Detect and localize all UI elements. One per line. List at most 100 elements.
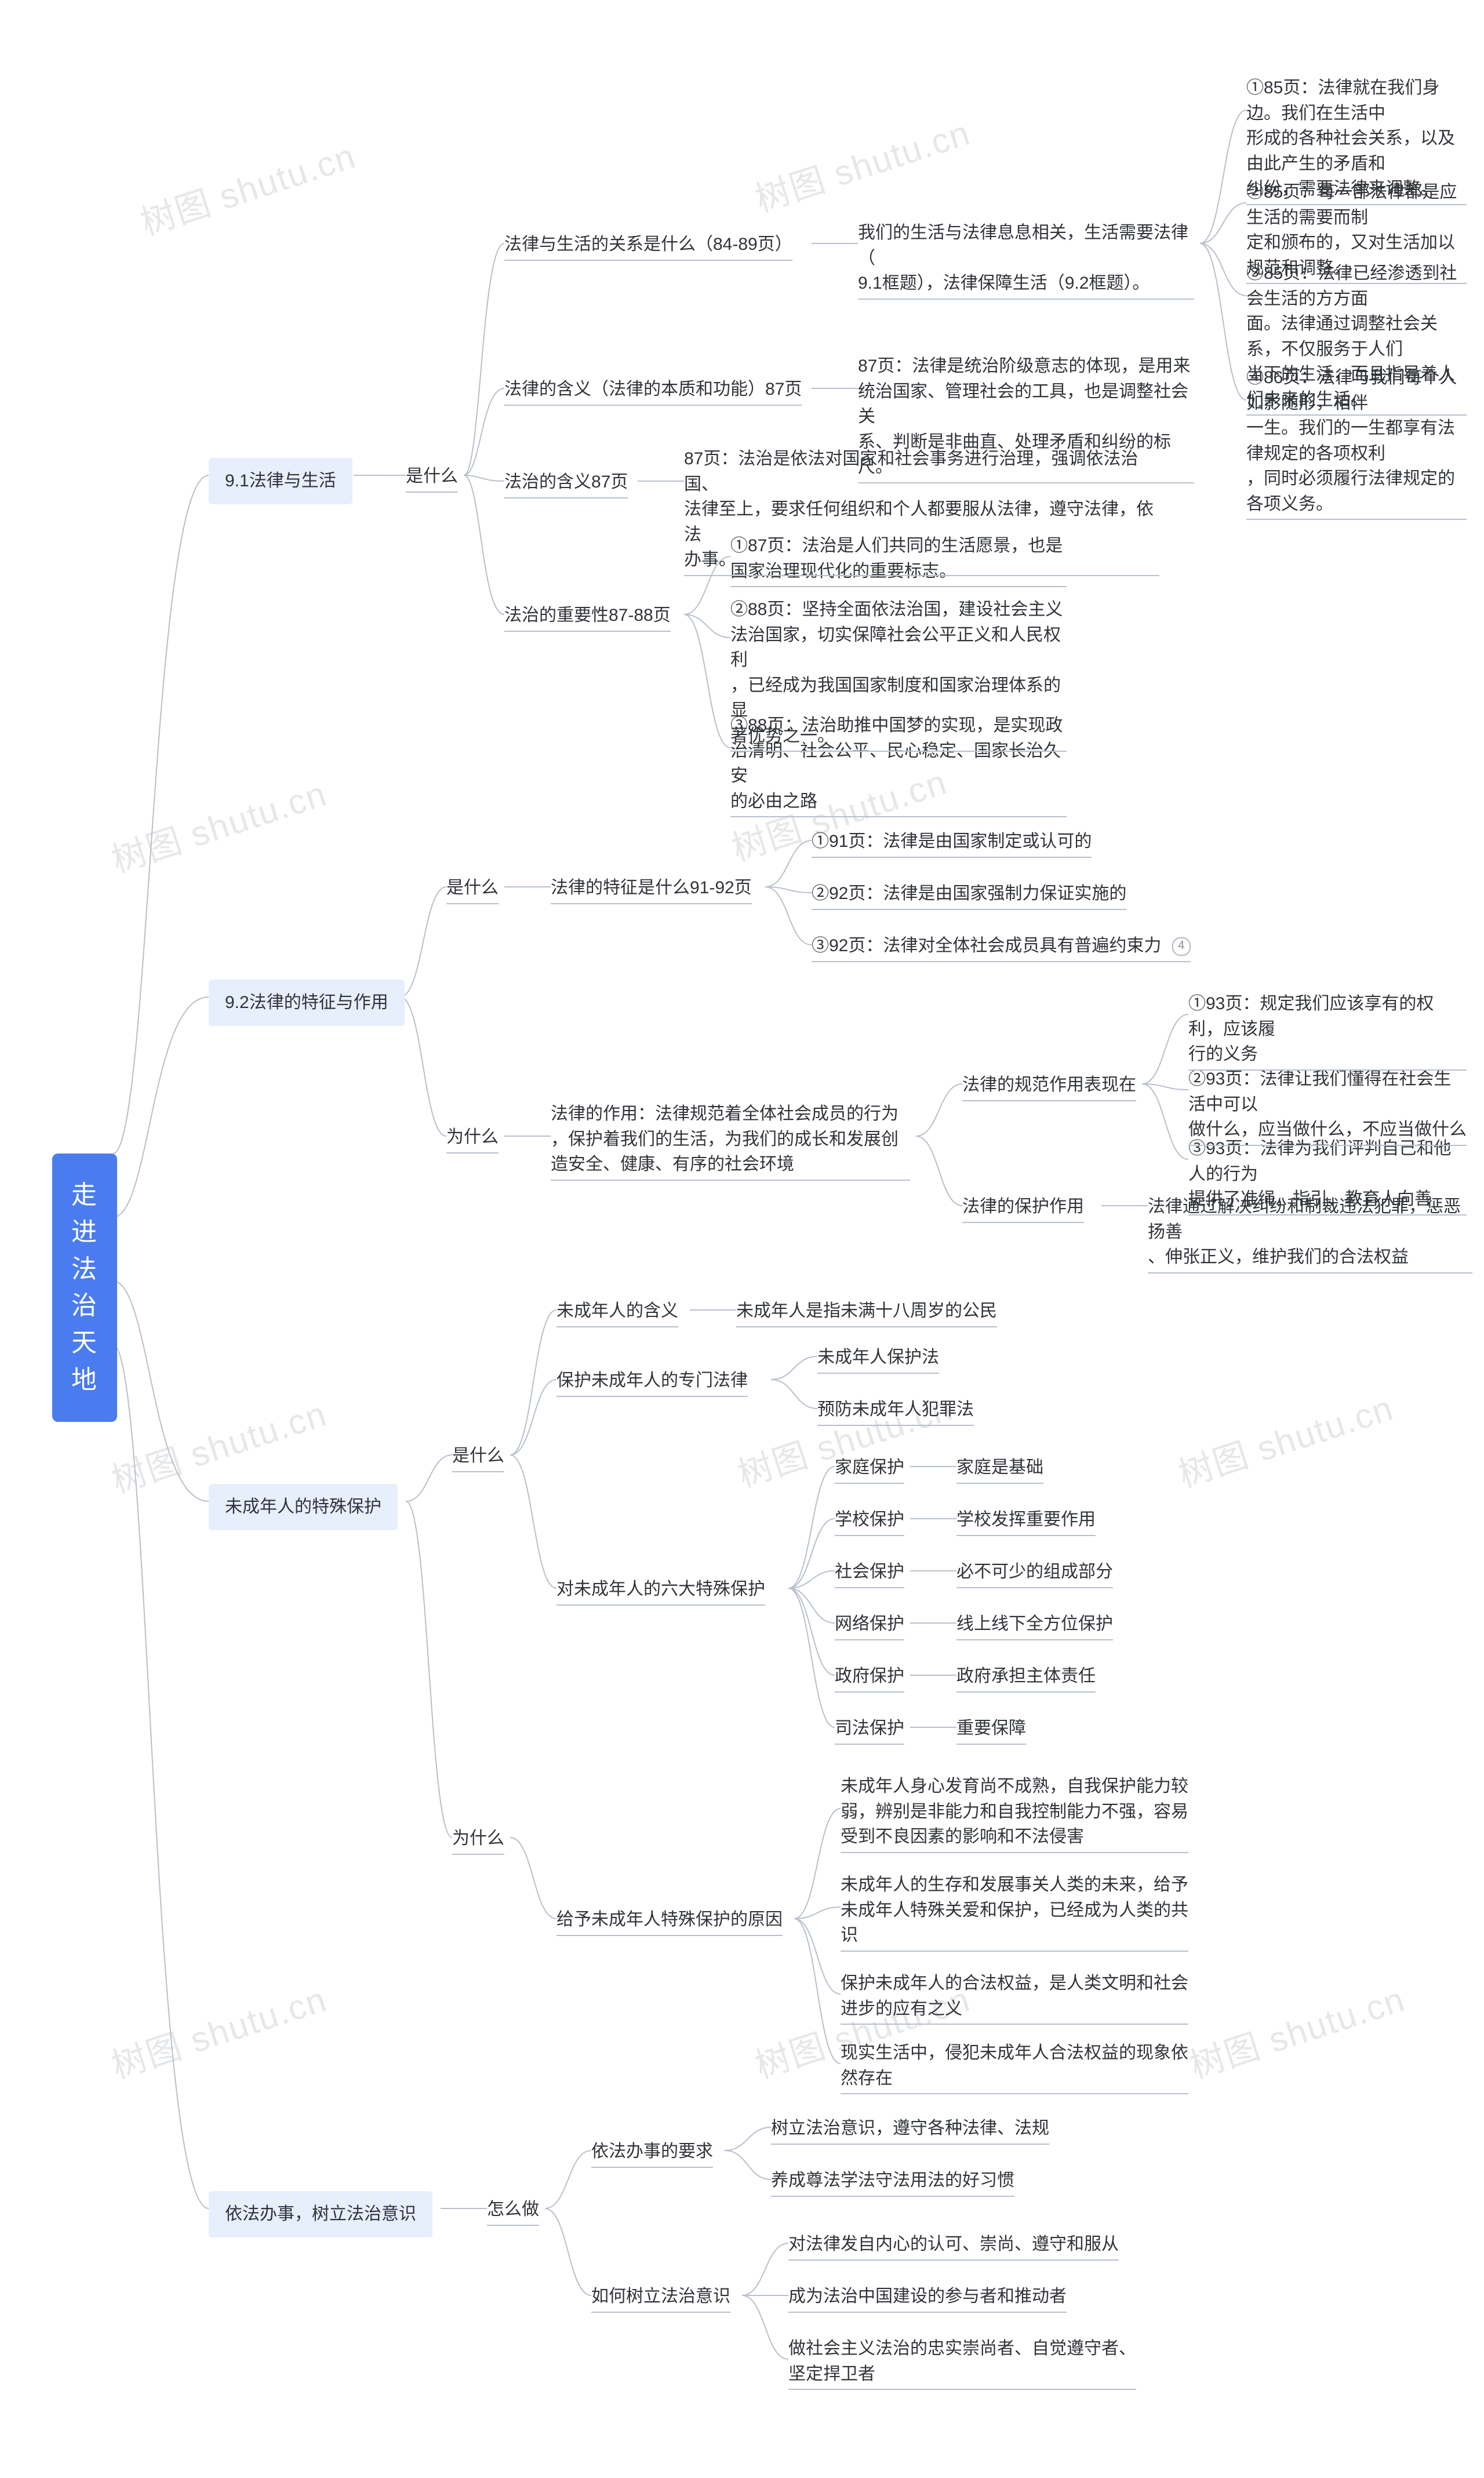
node-underline (406, 492, 458, 493)
label: 法律通过解决纠纷和制裁违法犯罪，惩恶扬善、伸张正义，维护我们的合法权益 (1148, 1197, 1461, 1267)
node-underline (956, 1535, 1096, 1536)
leaf-protect-effect[interactable]: 法律通过解决纠纷和制裁违法犯罪，惩恶扬善、伸张正义，维护我们的合法权益 (1148, 1194, 1472, 1270)
node-law-life-mid[interactable]: 我们的生活与法律息息相关，生活需要法律（9.1框题），法律保障生活（9.2框题）… (858, 220, 1194, 296)
watermark: 树图 shutu.cn (133, 128, 362, 245)
root-label: 走进法治天地 (71, 1181, 98, 1394)
label: 为什么 (452, 1829, 504, 1848)
label: ②93页：法律让我们懂得在社会生活中可以做什么，应当做什么，不应当做什么 (1188, 1069, 1467, 1139)
leaf-est-1[interactable]: 对法律发自内心的认可、崇尚、遵守和服从 (788, 2232, 1119, 2257)
node-law-life[interactable]: 法律与生活的关系是什么（84-89页） (504, 232, 792, 257)
label: 养成尊法学法守法用法的好习惯 (771, 2171, 1014, 2190)
leaf-prot-school[interactable]: 学校发挥重要作用 (956, 1507, 1096, 1533)
leaf-req-1[interactable]: 树立法治意识，遵守各种法律、法规 (771, 2116, 1049, 2141)
leaf-imp-3[interactable]: ③88页：法治助推中国梦的实现，是实现政治清明、社会公平、民心稳定、国家长治久安… (730, 713, 1067, 814)
branch-label: 依法办事，树立法治意识 (225, 2204, 416, 2224)
node-six-prot[interactable]: 对未成年人的六大特殊保护 (556, 1577, 765, 1602)
node-prot-family[interactable]: 家庭保护 (835, 1455, 904, 1480)
node-law-meaning[interactable]: 法律的含义（法律的本质和功能）87页 (504, 377, 802, 402)
node-protect-effect[interactable]: 法律的保护作用 (962, 1194, 1084, 1220)
label: 对未成年人的六大特殊保护 (556, 1580, 765, 1599)
leaf-cause-2[interactable]: 未成年人的生存和发展事关人类的未来，给予未成年人特殊关爱和保护，已经成为人类的共… (841, 1872, 1188, 1948)
branch-9-2[interactable]: 9.2法律的特征与作用 (209, 980, 405, 1026)
node-minor-cause[interactable]: 给予未成年人特殊保护的原因 (556, 1907, 783, 1933)
node-howto[interactable]: 怎么做 (487, 2197, 539, 2222)
node-9-2-why[interactable]: 为什么 (446, 1125, 499, 1150)
label: ①87页：法治是人们共同的生活愿景，也是国家治理现代化的重要标志。 (730, 536, 1063, 581)
leaf-norm-2[interactable]: ②93页：法律让我们懂得在社会生活中可以做什么，应当做什么，不应当做什么 (1188, 1067, 1467, 1142)
leaf-cause-1[interactable]: 未成年人身心发育尚不成熟，自我保护能力较弱，辨别是非能力和自我控制能力不强，容易… (841, 1774, 1188, 1850)
label: 是什么 (406, 467, 458, 486)
label: 必不可少的组成部分 (956, 1562, 1113, 1581)
branch-law-abide[interactable]: 依法办事，树立法治意识 (209, 2191, 432, 2237)
node-features[interactable]: 法律的特征是什么91-92页 (551, 875, 752, 901)
leaf-law-prevent[interactable]: 预防未成年人犯罪法 (817, 1397, 974, 1422)
node-underline (835, 1483, 904, 1484)
node-prot-social[interactable]: 社会保护 (835, 1559, 904, 1585)
root-node[interactable]: 走进法治天地 (52, 1154, 117, 1422)
node-special-laws[interactable]: 保护未成年人的专门法律 (556, 1368, 748, 1393)
label: 重要保障 (956, 1719, 1026, 1738)
node-minor-def[interactable]: 未成年人的含义 (556, 1298, 678, 1324)
node-norm-effect[interactable]: 法律的规范作用表现在 (962, 1072, 1136, 1098)
branch-label: 9.1法律与生活 (225, 471, 336, 490)
leaf-86[interactable]: ④86页：法律与我们每个人如影随形，相伴一生。我们的一生都享有法律规定的各项权利… (1246, 365, 1467, 516)
label: 政府保护 (835, 1666, 904, 1686)
leaf-feat-1[interactable]: ①91页：法律是由国家制定或认可的 (812, 829, 1092, 854)
node-prot-just[interactable]: 司法保护 (835, 1716, 904, 1741)
node-effect[interactable]: 法律的作用：法律规范着全体社会成员的行为，保护着我们的生活，为我们的成长和发展创… (551, 1101, 910, 1177)
branch-minor-protection[interactable]: 未成年人的特殊保护 (209, 1484, 398, 1530)
node-prot-school[interactable]: 学校保护 (835, 1507, 904, 1533)
node-underline (452, 1854, 504, 1855)
node-underline (556, 1396, 748, 1397)
node-9-2-what[interactable]: 是什么 (446, 875, 499, 901)
label: 怎么做 (487, 2200, 539, 2219)
node-underline (684, 575, 1159, 576)
node-minor-what[interactable]: 是什么 (452, 1443, 504, 1469)
node-underline (771, 2196, 1014, 2197)
branch-label: 9.2法律的特征与作用 (225, 993, 388, 1012)
leaf-norm-1[interactable]: ①93页：规定我们应该享有的权利，应该履行的义务 (1188, 991, 1467, 1067)
node-underline (551, 1180, 910, 1181)
leaf-imp-1[interactable]: ①87页：法治是人们共同的生活愿景，也是国家治理现代化的重要标志。 (730, 533, 1067, 584)
leaf-req-2[interactable]: 养成尊法学法守法用法的好习惯 (771, 2168, 1014, 2193)
leaf-cause-3[interactable]: 保护未成年人的合法权益，是人类文明和社会进步的应有之义 (841, 1971, 1188, 2021)
node-underline (835, 1587, 904, 1588)
leaf-law-protect[interactable]: 未成年人保护法 (817, 1345, 939, 1370)
label: 法治的含义87页 (504, 472, 628, 492)
leaf-feat-2[interactable]: ②92页：法律是由国家强制力保证实施的 (812, 881, 1126, 907)
node-underline (956, 1587, 1113, 1588)
leaf-prot-gov[interactable]: 政府承担主体责任 (956, 1664, 1096, 1689)
node-how-establish[interactable]: 如何树立法治意识 (591, 2284, 730, 2309)
label: ④86页：法律与我们每个人如影随形，相伴一生。我们的一生都享有法律规定的各项权利… (1246, 368, 1457, 514)
leaf-est-2[interactable]: 成为法治中国建设的参与者和推动者 (788, 2284, 1067, 2309)
node-underline (956, 1691, 1096, 1693)
node-underline (1246, 519, 1467, 520)
node-underline (446, 1152, 499, 1154)
leaf-cause-4[interactable]: 现实生活中，侵犯未成年人合法权益的现象依然存在 (841, 2040, 1188, 2091)
label: 未成年人是指未满十八周岁的公民 (736, 1301, 997, 1320)
node-underline (817, 1425, 974, 1426)
node-underline (835, 1535, 904, 1536)
node-rule-meaning[interactable]: 法治的含义87页 (504, 470, 628, 495)
leaf-minor-def[interactable]: 未成年人是指未满十八周岁的公民 (736, 1298, 997, 1324)
label: 保护未成年人的合法权益，是人类文明和社会进步的应有之义 (841, 1974, 1188, 2018)
node-underline (504, 260, 792, 261)
node-minor-why[interactable]: 为什么 (452, 1826, 504, 1851)
leaf-est-3[interactable]: 做社会主义法治的忠实崇尚者、自觉遵守者、坚定捍卫者 (788, 2336, 1136, 2386)
label: 学校保护 (835, 1510, 904, 1529)
branch-9-1[interactable]: 9.1法律与生活 (209, 458, 352, 504)
leaf-prot-net[interactable]: 线上线下全方位保护 (956, 1611, 1113, 1637)
node-underline (591, 2167, 713, 2168)
node-prot-gov[interactable]: 政府保护 (835, 1664, 904, 1689)
node-prot-net[interactable]: 网络保护 (835, 1611, 904, 1637)
label: 法治的重要性87-88页 (504, 606, 671, 625)
leaf-feat-3[interactable]: ③92页：法律对全体社会成员具有普遍约束力 4 (812, 933, 1191, 959)
node-what[interactable]: 是什么 (406, 464, 458, 489)
leaf-prot-just[interactable]: 重要保障 (956, 1716, 1026, 1741)
node-rule-importance[interactable]: 法治的重要性87-88页 (504, 603, 671, 628)
leaf-prot-social[interactable]: 必不可少的组成部分 (956, 1559, 1113, 1585)
node-request[interactable]: 依法办事的要求 (591, 2139, 713, 2164)
leaf-prot-family[interactable]: 家庭是基础 (956, 1455, 1043, 1480)
node-underline (1246, 204, 1467, 205)
label: 是什么 (446, 878, 499, 897)
